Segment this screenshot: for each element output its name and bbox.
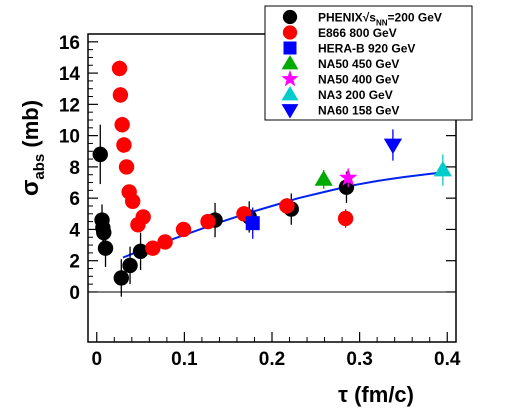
data-point <box>175 221 192 238</box>
data-point <box>145 240 161 256</box>
data-point <box>338 168 358 186</box>
data-point <box>245 216 260 231</box>
y-axis-title: σabs (mb) <box>17 100 48 196</box>
y-tick-label: 4 <box>69 220 80 241</box>
data-point <box>97 240 114 256</box>
legend-label: HERA-B 920 GeV <box>318 42 415 56</box>
legend-marker <box>282 25 298 40</box>
data-point <box>135 209 151 225</box>
data-point <box>92 146 108 163</box>
data-points <box>92 60 452 297</box>
data-point <box>279 198 295 214</box>
x-tick-label: 0.1 <box>171 349 198 370</box>
series-6 <box>383 129 403 161</box>
x-tick-label: 0.4 <box>434 349 461 370</box>
series-5 <box>433 154 452 186</box>
series-4 <box>338 168 358 188</box>
data-point <box>132 243 149 260</box>
data-point <box>433 160 452 177</box>
legend-label: NA50 450 GeV <box>318 57 399 71</box>
legend-label: NA60 158 GeV <box>318 104 399 118</box>
y-tick-label: 0 <box>69 283 80 304</box>
svg-text:σabs (mb): σabs (mb) <box>17 100 48 196</box>
data-point <box>114 116 130 133</box>
x-axis-title: τ (fm/c) <box>338 382 414 407</box>
data-point <box>157 234 173 250</box>
x-axis: 0 0.1 0.2 0.3 0.4 <box>91 332 461 370</box>
data-point <box>200 213 216 230</box>
data-point <box>112 87 129 103</box>
data-point <box>113 270 129 286</box>
x-tick-label: 0.2 <box>259 349 285 370</box>
data-point <box>337 210 354 227</box>
data-point <box>111 60 128 77</box>
legend-marker <box>281 104 299 119</box>
y-axis-title-subscript: abs <box>31 154 48 180</box>
legend-label: PHENIX√sNN=200 GeV <box>318 11 442 28</box>
y-tick-label: 6 <box>69 189 80 210</box>
data-point <box>116 137 132 153</box>
y-axis-title-symbol: σ <box>17 180 44 196</box>
data-point <box>124 193 141 209</box>
legend-marker <box>281 86 299 101</box>
legend-marker <box>282 9 298 25</box>
legend-label: NA50 400 GeV <box>318 73 399 87</box>
y-tick-label: 2 <box>69 252 80 273</box>
legend-marker <box>283 41 297 55</box>
data-point <box>338 179 355 195</box>
data-point <box>314 170 333 186</box>
x-tick-label: 0.3 <box>346 349 372 370</box>
y-tick-label: 16 <box>59 33 80 54</box>
legend-label: E866 800 GeV <box>318 26 397 40</box>
x-tick-label: 0 <box>91 349 102 370</box>
data-point <box>383 138 403 155</box>
series-1 <box>111 60 354 256</box>
y-axis: 0 2 4 6 8 10 12 14 16 <box>59 33 456 304</box>
data-point <box>96 224 112 241</box>
series-3 <box>314 170 333 189</box>
y-tick-label: 8 <box>69 158 80 179</box>
legend-box <box>264 5 473 121</box>
series-0 <box>92 124 355 297</box>
data-point <box>118 159 135 175</box>
data-point <box>122 257 138 274</box>
y-tick-label: 14 <box>59 64 81 85</box>
legend-marker <box>281 69 299 87</box>
series-2 <box>245 207 260 239</box>
legend-label: NA3 200 GeV <box>318 88 393 102</box>
legend-marker <box>281 55 299 70</box>
y-axis-title-unit: (mb) <box>18 100 43 154</box>
y-tick-label: 12 <box>59 95 80 116</box>
y-tick-label: 10 <box>59 127 80 148</box>
